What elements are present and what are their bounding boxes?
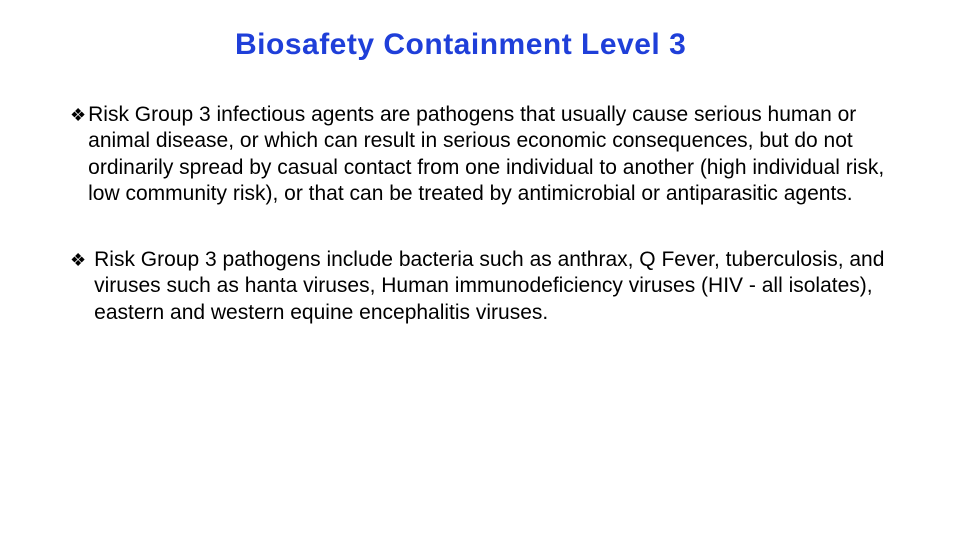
bullet-text: Risk Group 3 infectious agents are patho… — [88, 102, 890, 207]
slide-title: Biosafety Containment Level 3 — [235, 28, 686, 62]
bullet-marker-icon: ❖ — [70, 247, 86, 273]
bullet-marker-icon: ❖ — [70, 102, 86, 128]
bullet-item: ❖ Risk Group 3 pathogens include bacteri… — [70, 247, 890, 326]
bullet-text: Risk Group 3 pathogens include bacteria … — [94, 247, 890, 326]
slide: Biosafety Containment Level 3 ❖ Risk Gro… — [0, 0, 960, 540]
slide-body: ❖ Risk Group 3 infectious agents are pat… — [70, 102, 890, 366]
bullet-item: ❖ Risk Group 3 infectious agents are pat… — [70, 102, 890, 207]
